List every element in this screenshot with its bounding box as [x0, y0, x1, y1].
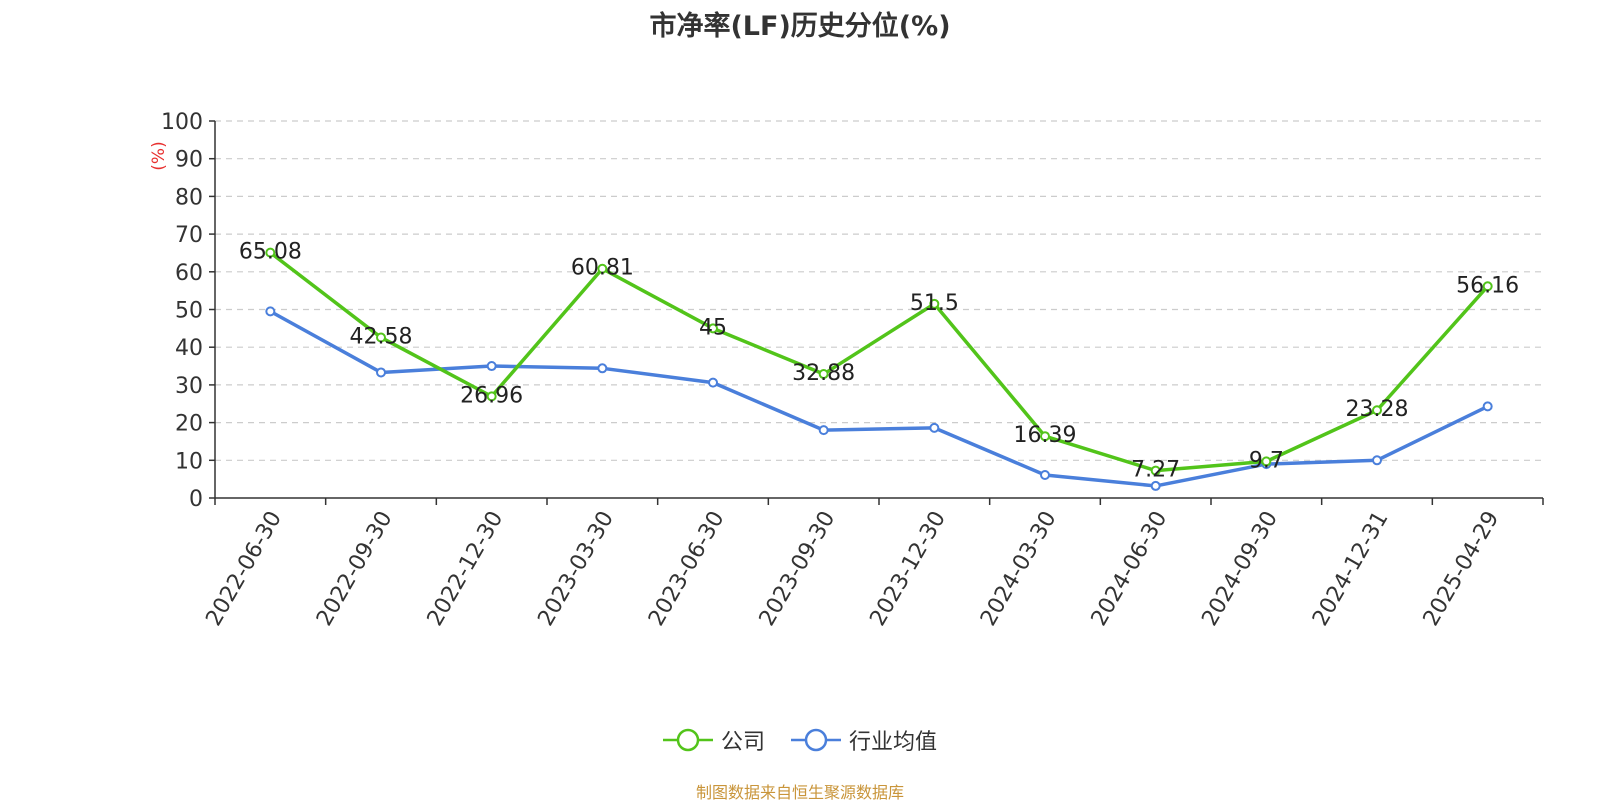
data-label: 60.81 [571, 256, 634, 281]
y-tick-label: 30 [175, 374, 203, 399]
y-tick-label: 50 [175, 299, 203, 324]
y-tick-label: 20 [175, 412, 203, 437]
x-tick-label: 2024-06-30 [1087, 507, 1173, 630]
data-point [929, 422, 940, 433]
legend: 公司 行业均值 [0, 720, 1600, 760]
data-label: 56.16 [1456, 273, 1519, 298]
data-labels: 65.08 42.58 26.96 60.81 45 32.88 51.5 16.39 7.27… [239, 240, 1519, 483]
y-tick-label: 40 [175, 336, 203, 361]
data-point [265, 306, 276, 317]
data-label: 9.7 [1249, 448, 1284, 473]
legend-marker-icon [662, 728, 713, 752]
data-label: 23.28 [1346, 397, 1409, 422]
y-tick-label: 100 [161, 110, 203, 135]
data-label: 16.39 [1014, 423, 1077, 448]
data-point [486, 361, 497, 372]
data-label: 45 [699, 315, 727, 340]
y-tick-label: 90 [175, 148, 203, 173]
legend-item[interactable]: 行业均值 [791, 724, 937, 756]
x-tick-label: 2022-09-30 [312, 507, 398, 630]
data-label: 7.27 [1131, 458, 1180, 483]
data-label: 26.96 [460, 383, 523, 408]
data-point [818, 369, 829, 380]
y-tick-label: 70 [175, 223, 203, 248]
x-tick-label: 2022-12-30 [423, 507, 509, 630]
data-point [1482, 281, 1493, 292]
y-tick-label: 60 [175, 261, 203, 286]
legend-circle [676, 728, 700, 752]
legend-marker-icon [791, 728, 841, 752]
data-point [597, 363, 608, 374]
x-tick-label: 2023-06-30 [644, 507, 730, 630]
y-tick-label: 80 [175, 185, 203, 210]
legend-label: 行业均值 [849, 730, 938, 755]
y-tick-label: 10 [175, 449, 203, 474]
x-tick-label: 2024-03-30 [976, 507, 1062, 630]
data-label: 65.08 [239, 240, 302, 265]
legend-label: 公司 [720, 730, 765, 755]
data-point [1040, 470, 1050, 481]
gridlines [215, 120, 1543, 461]
data-point [1482, 401, 1493, 412]
x-tick-label: 2023-03-30 [533, 507, 619, 630]
series-line [269, 309, 1489, 488]
data-point [597, 263, 608, 274]
y-axis-label: (%) [149, 141, 169, 170]
x-tick-label: 2024-12-31 [1308, 507, 1394, 630]
data-point [1150, 480, 1161, 491]
x-tick-label: 2022-06-30 [201, 507, 287, 630]
data-label: 51.5 [910, 291, 959, 316]
data-point [1040, 431, 1050, 442]
source-note: 制图数据来自恒生聚源数据库 [695, 783, 904, 802]
series-group [265, 247, 1493, 491]
data-label: 42.58 [350, 324, 413, 349]
legend-circle [804, 728, 828, 752]
x-tick-label: 2023-12-30 [865, 507, 951, 630]
chart-title: 市净率(LF)历史分位(%) [649, 11, 951, 42]
data-point [1261, 456, 1272, 467]
data-point [708, 377, 718, 388]
x-tick-label: 2023-09-30 [755, 507, 841, 630]
data-point [265, 247, 276, 258]
data-point [1372, 405, 1382, 416]
data-point [376, 367, 386, 378]
data-point [1150, 465, 1161, 476]
x-tick-label: 2025-04-29 [1419, 507, 1505, 630]
data-point [818, 425, 829, 436]
data-label: 32.88 [792, 361, 855, 386]
y-tick-label: 0 [189, 487, 203, 512]
data-point [486, 391, 497, 402]
data-point [929, 298, 940, 309]
series-line [269, 251, 1489, 473]
data-point [376, 332, 386, 343]
data-point [708, 323, 718, 334]
data-point [1372, 455, 1382, 466]
legend-item[interactable]: 公司 [662, 724, 765, 756]
x-tick-label: 2024-09-30 [1197, 507, 1283, 630]
